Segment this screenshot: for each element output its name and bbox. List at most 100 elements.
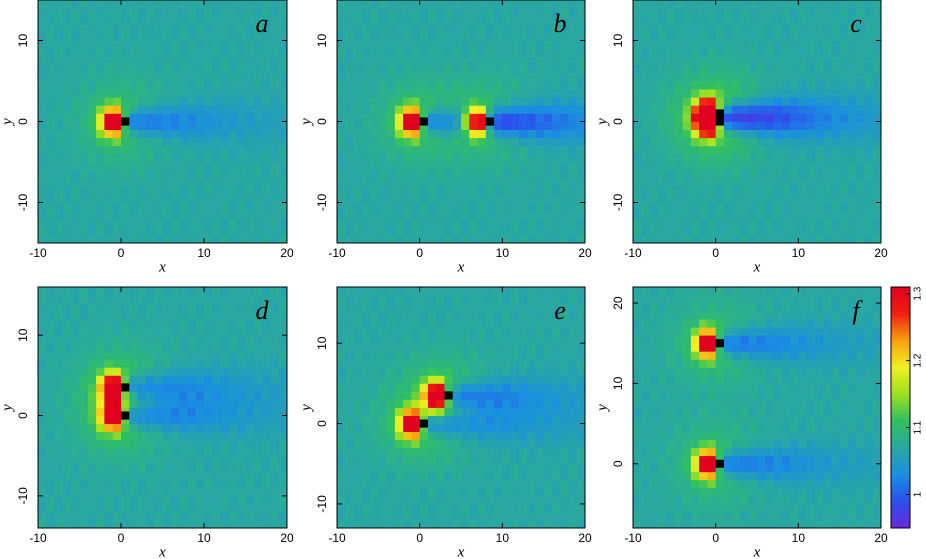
cell (137, 399, 147, 408)
cell (674, 226, 683, 236)
cell (847, 234, 857, 244)
cell (485, 64, 495, 74)
cell (38, 121, 47, 130)
cell (715, 48, 725, 58)
cell (112, 234, 122, 244)
cell (245, 295, 255, 304)
cell (154, 343, 163, 352)
cell (361, 335, 371, 344)
cell (657, 194, 667, 203)
cell (278, 463, 288, 473)
cell (419, 194, 429, 203)
cell (79, 56, 89, 66)
cell (245, 335, 255, 344)
cell (494, 511, 503, 521)
cell (62, 194, 72, 203)
cell (699, 8, 708, 17)
cell (394, 105, 404, 114)
cell (649, 487, 659, 497)
cell (477, 48, 487, 58)
cell (245, 487, 255, 497)
cell (87, 89, 97, 98)
cell (104, 194, 114, 203)
cell (237, 375, 246, 384)
cell (237, 407, 246, 416)
cell (71, 519, 80, 529)
cell (682, 170, 692, 179)
cell (262, 89, 271, 98)
cell (237, 145, 246, 155)
cell (568, 439, 578, 449)
cell (220, 105, 230, 114)
cell (715, 303, 725, 312)
cell (649, 447, 659, 457)
cell (452, 186, 462, 195)
cell (54, 226, 64, 236)
cell (699, 503, 708, 513)
cell (477, 64, 487, 74)
cell (707, 311, 717, 320)
cell (237, 121, 246, 130)
cell (715, 423, 725, 432)
cell (723, 407, 733, 416)
cell (856, 145, 865, 155)
cell (477, 0, 487, 9)
cell (112, 105, 122, 114)
cell (353, 511, 363, 521)
cell (162, 511, 172, 521)
cell (154, 287, 163, 296)
cell (740, 194, 750, 203)
cell (179, 218, 188, 228)
cell (485, 40, 495, 49)
cell (104, 319, 114, 328)
cell (748, 24, 758, 33)
cell (162, 145, 172, 155)
cell (71, 287, 80, 296)
cell (121, 0, 130, 9)
cell (145, 367, 155, 376)
cell (187, 431, 197, 441)
cell (535, 162, 545, 171)
cell (666, 121, 675, 130)
cell (145, 72, 155, 82)
cell (707, 81, 717, 90)
cell (649, 40, 659, 49)
cell (104, 153, 114, 163)
cell (674, 463, 683, 473)
cell (856, 89, 865, 98)
cell (674, 351, 683, 360)
cell (253, 72, 263, 82)
cell (666, 113, 675, 122)
cell (212, 105, 221, 114)
cell (104, 210, 114, 220)
cell (270, 121, 280, 130)
cell (378, 105, 387, 114)
cell (674, 16, 683, 25)
cell (551, 503, 561, 513)
cell (245, 311, 255, 320)
cell (436, 423, 445, 432)
cell (576, 359, 586, 368)
cell (71, 495, 80, 505)
cell (814, 137, 824, 147)
cell (551, 479, 561, 489)
cell (145, 234, 155, 244)
cell (154, 218, 163, 228)
cell (657, 487, 667, 497)
cell (129, 186, 138, 195)
cell (386, 391, 396, 400)
cell (510, 423, 520, 432)
cell (112, 153, 122, 163)
cell (38, 24, 47, 33)
cell (270, 343, 280, 352)
cell (560, 56, 569, 66)
cell (765, 121, 774, 130)
cell (204, 343, 213, 352)
cell (814, 97, 824, 106)
cell (649, 8, 659, 17)
cell (469, 479, 478, 489)
cell (444, 375, 454, 384)
cell (485, 399, 495, 408)
cell (847, 121, 857, 130)
cell (220, 343, 230, 352)
